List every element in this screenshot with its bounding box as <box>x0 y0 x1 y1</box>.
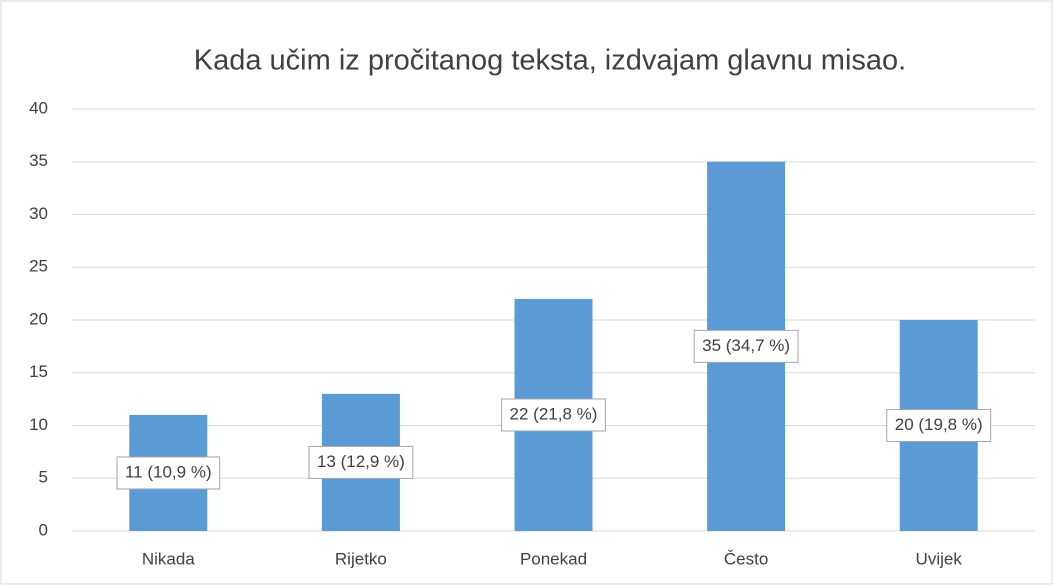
y-tick-label: 40 <box>29 98 48 117</box>
y-tick-label: 35 <box>29 151 48 170</box>
x-tick-label: Nikada <box>142 549 195 568</box>
data-label: 22 (21,8 %) <box>510 404 598 423</box>
data-label-box <box>116 456 221 490</box>
y-tick-label: 5 <box>39 468 48 487</box>
y-tick-label: 15 <box>29 362 48 381</box>
data-label: 35 (34,7 %) <box>702 336 790 355</box>
y-tick-label: 20 <box>29 309 48 328</box>
data-label-box <box>501 398 606 432</box>
x-tick-label: Često <box>724 549 768 568</box>
chart-title: Kada učim iz pročitanog teksta, izdvajam… <box>194 45 906 77</box>
y-tick-label: 0 <box>39 520 48 539</box>
y-tick-label: 25 <box>29 257 48 276</box>
x-tick-label: Ponekad <box>520 549 587 568</box>
y-tick-label: 10 <box>29 415 48 434</box>
x-tick-label: Rijetko <box>335 549 387 568</box>
data-label-box <box>693 329 799 363</box>
data-label: 11 (10,9 %) <box>125 462 212 481</box>
data-label-box <box>886 409 992 442</box>
data-label: 20 (19,8 %) <box>895 415 983 434</box>
data-label: 13 (12,9 %) <box>317 452 405 471</box>
x-tick-label: Uvijek <box>916 549 963 568</box>
y-tick-label: 30 <box>29 204 48 223</box>
data-label-box <box>308 445 414 479</box>
